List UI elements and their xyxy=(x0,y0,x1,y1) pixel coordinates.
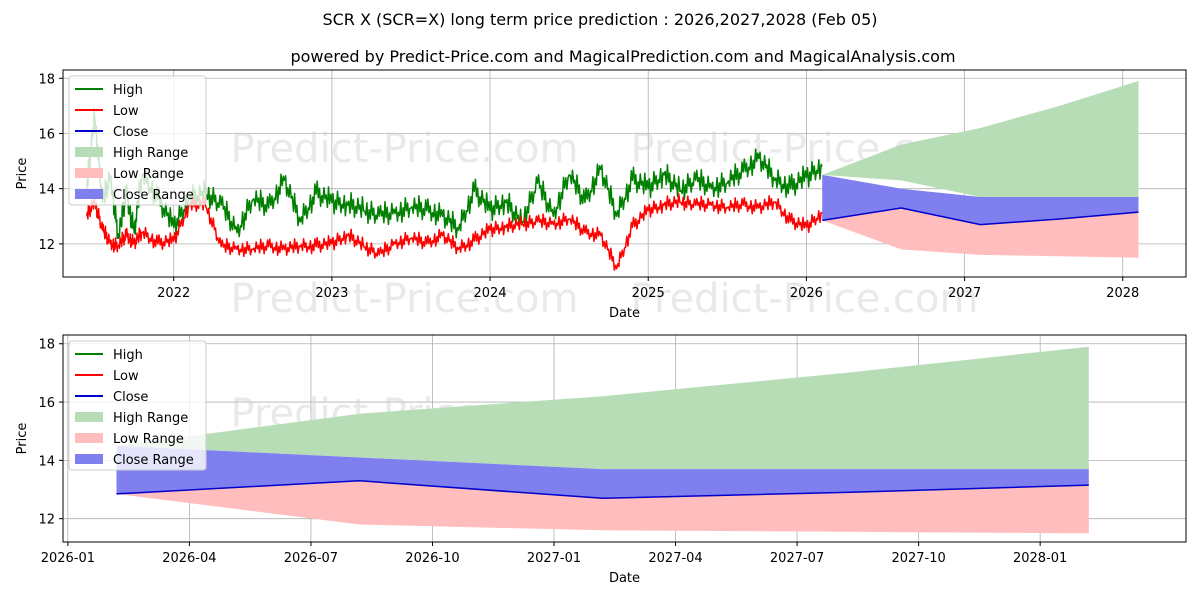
x-tick-label: 2028-01 xyxy=(1013,551,1067,566)
y-tick-label: 12 xyxy=(38,238,55,253)
plot-frame xyxy=(62,334,1187,543)
x-tick-label: 2027-10 xyxy=(891,551,945,566)
legend-label: High Range xyxy=(113,146,188,161)
high-series-line xyxy=(85,107,823,240)
x-axis-label: Date xyxy=(609,306,640,321)
y-tick-label: 14 xyxy=(38,183,55,198)
x-tick-label: 2026-01 xyxy=(41,551,95,566)
high-range-band xyxy=(116,346,1089,470)
chart-subtitle: powered by Predict-Price.com and Magical… xyxy=(290,47,955,66)
y-tick-label: 18 xyxy=(38,72,55,87)
y-tick-label: 16 xyxy=(38,396,55,411)
low-series-line xyxy=(85,193,823,271)
legend-label: Close xyxy=(113,125,148,140)
plot-area xyxy=(85,81,1139,271)
legend: High Low Close High Range Low Range Close Ran… xyxy=(68,75,207,206)
legend-label: High Range xyxy=(113,411,188,426)
legend-label: Close xyxy=(113,390,148,405)
x-tick-label: 2026 xyxy=(790,286,823,301)
x-tick-label: 2024 xyxy=(474,286,507,301)
legend-swatch xyxy=(75,412,103,422)
close-range-band xyxy=(116,445,1089,499)
plot-frame xyxy=(62,69,1187,278)
panel-1: Predict-Price.com Predict-Price.com Predic… xyxy=(15,69,1187,322)
x-tick-label: 2026-07 xyxy=(284,551,338,566)
close-forecast-line xyxy=(822,207,1139,226)
x-tick-label: 2027-04 xyxy=(648,551,702,566)
legend-label: Low Range xyxy=(113,432,184,447)
legend-label: Close Range xyxy=(113,453,194,468)
legend-label: Low xyxy=(113,104,139,119)
watermark-text: Predict-Price.com xyxy=(231,126,579,172)
legend-label: High xyxy=(113,83,143,98)
x-tick-label: 2028 xyxy=(1106,286,1139,301)
x-tick-label: 2025 xyxy=(632,286,665,301)
x-tick-label: 2027-01 xyxy=(527,551,581,566)
legend-box xyxy=(68,340,207,471)
high-range-band xyxy=(822,81,1139,197)
x-tick-label: 2026-04 xyxy=(162,551,216,566)
y-tick-label: 12 xyxy=(38,513,55,528)
legend: High Low Close High Range Low Range Close Ran… xyxy=(68,340,207,471)
x-tick-label: 2023 xyxy=(315,286,348,301)
y-axis-label: Price xyxy=(15,423,30,455)
watermark-text: Predict-Price.com xyxy=(631,276,979,322)
legend-swatch xyxy=(75,147,103,157)
x-tick-label: 2026-10 xyxy=(405,551,459,566)
legend-box xyxy=(68,75,207,206)
x-axis-label: Date xyxy=(609,571,640,586)
x-tick-label: 2022 xyxy=(157,286,190,301)
close-forecast-line xyxy=(116,480,1089,500)
legend-label: High xyxy=(113,348,143,363)
legend-swatch xyxy=(75,168,103,178)
watermark-text: Predict-Price.com xyxy=(231,276,579,322)
y-tick-label: 18 xyxy=(38,338,55,353)
y-axis-label: Price xyxy=(15,158,30,190)
chart-title: SCR X (SCR=X) long term price prediction… xyxy=(322,10,877,29)
legend-label: Low xyxy=(113,369,139,384)
legend-swatch xyxy=(75,189,103,199)
plot-area xyxy=(116,346,1089,534)
x-tick-label: 2027 xyxy=(948,286,981,301)
y-tick-label: 16 xyxy=(38,127,55,142)
panel-2: Predict-Price.comPredict-Price.com2026-0… xyxy=(15,334,1187,586)
low-range-band xyxy=(116,480,1089,534)
close-range-band xyxy=(822,174,1139,225)
legend-label: Low Range xyxy=(113,167,184,182)
legend-label: Close Range xyxy=(113,188,194,203)
x-tick-label: 2027-07 xyxy=(770,551,824,566)
legend-swatch xyxy=(75,454,103,464)
low-range-band xyxy=(822,208,1139,258)
legend-swatch xyxy=(75,433,103,443)
y-tick-label: 14 xyxy=(38,454,55,469)
